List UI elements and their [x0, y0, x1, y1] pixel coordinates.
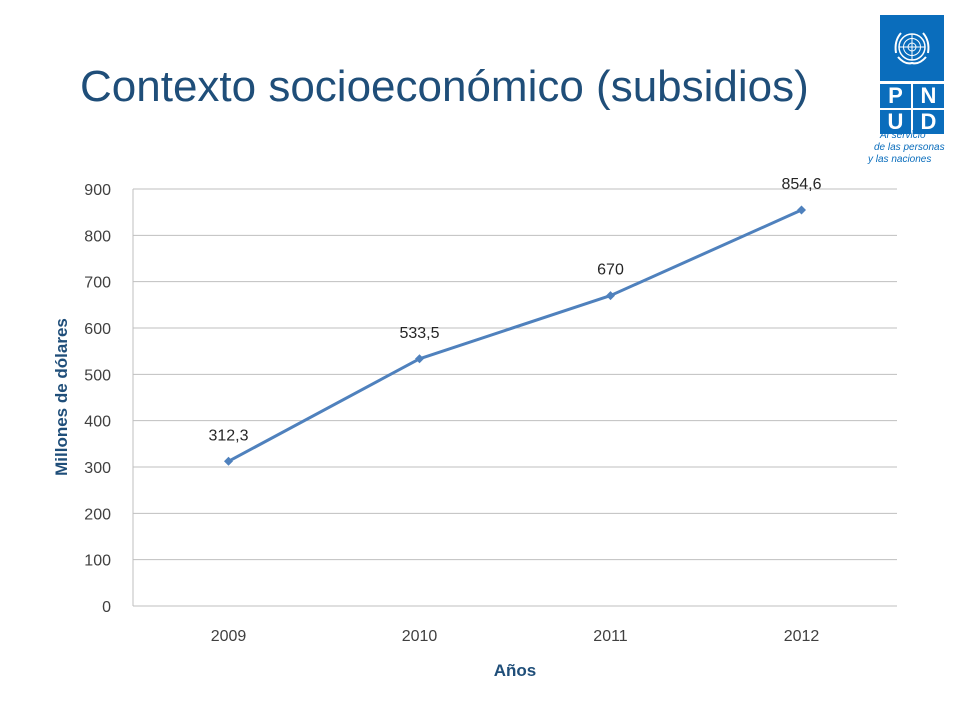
data-label: 854,6 [781, 176, 821, 193]
logo-tagline-line: Al servicio [880, 130, 926, 141]
data-point [224, 456, 233, 466]
y-tick-label: 500 [84, 367, 111, 384]
y-tick-label: 0 [102, 599, 111, 616]
y-tick-label: 800 [84, 228, 111, 245]
logo-letters: P N U D [880, 83, 944, 134]
un-emblem-icon [880, 15, 944, 81]
logo-letter: P [880, 83, 911, 108]
data-label: 312,3 [208, 427, 248, 444]
x-tick-label: 2010 [402, 628, 438, 645]
data-point [415, 354, 424, 364]
page-title: Contexto socioeconómico (subsidios) [80, 62, 809, 111]
logo-tagline: Al servicio de las personas y las nacion… [864, 130, 954, 166]
logo-letter: D [913, 109, 944, 134]
x-tick-label: 2011 [593, 628, 628, 645]
series-line [227, 208, 803, 463]
x-tick-label: 2012 [784, 628, 820, 645]
data-point [606, 291, 615, 301]
undp-logo: P N U D [880, 15, 944, 134]
y-tick-label: 100 [84, 553, 111, 570]
logo-tagline-line: y las naciones [868, 154, 932, 165]
x-tick-label: 2009 [211, 628, 247, 645]
y-tick-label: 900 [84, 182, 111, 199]
y-tick-label: 200 [84, 506, 111, 523]
y-tick-label: 700 [84, 275, 111, 292]
y-tick-label: 400 [84, 414, 111, 431]
data-point [797, 205, 806, 215]
logo-letter: N [913, 83, 944, 108]
x-axis-title: Años [494, 661, 537, 680]
y-tick-label: 600 [84, 321, 111, 338]
y-tick-label: 300 [84, 460, 111, 477]
y-axis-title: Millones de dólares [52, 318, 71, 476]
logo-tagline-line: de las personas [874, 142, 945, 153]
logo-letter: U [880, 109, 911, 134]
data-label: 533,5 [399, 325, 439, 342]
data-label: 670 [597, 262, 624, 279]
